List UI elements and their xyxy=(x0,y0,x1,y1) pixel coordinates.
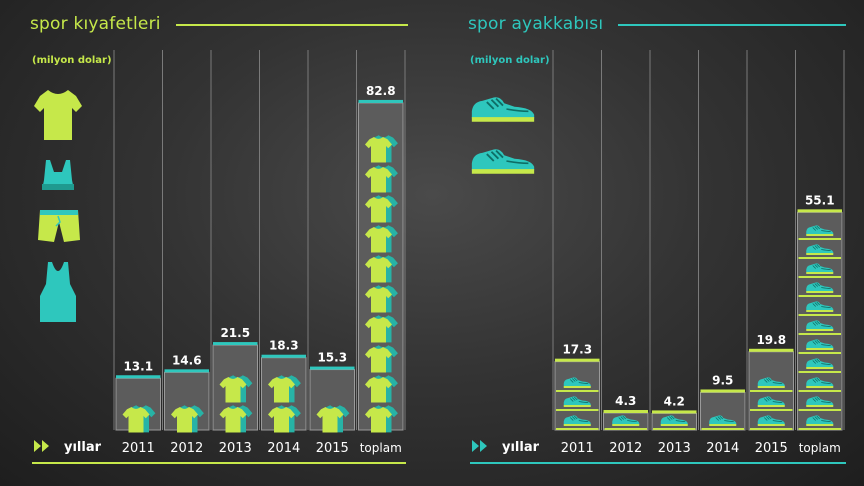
bar-2012 xyxy=(603,410,649,431)
value-label-2013: 4.2 xyxy=(664,394,685,408)
category-label-2011: 2011 xyxy=(122,441,155,456)
category-label-2013: 2013 xyxy=(658,441,691,456)
bar-2013 xyxy=(651,410,697,431)
category-label-2014: 2014 xyxy=(267,441,300,456)
bar-2015 xyxy=(309,366,355,433)
bar-toplam xyxy=(797,209,843,431)
category-label-2015: 2015 xyxy=(755,441,788,456)
value-label-2012: 14.6 xyxy=(172,353,202,367)
category-label-toplam: toplam xyxy=(360,441,402,455)
apparel-chart: 13.1 2011 14.6 2012 21.5 2013 18.3 2014 15.3 2015… xyxy=(32,50,406,464)
bar-toplam xyxy=(358,99,404,433)
value-label-2011: 17.3 xyxy=(562,343,592,357)
bar-2011 xyxy=(554,358,600,431)
category-label-2012: 2012 xyxy=(170,441,203,456)
apparel-unit-label: (milyon dolar) xyxy=(32,55,112,66)
value-label-2015: 15.3 xyxy=(317,351,347,365)
bar-2011 xyxy=(115,375,161,433)
value-label-toplam: 55.1 xyxy=(805,193,835,207)
footwear-chart: 17.3 2011 4.3 2012 4.2 2013 9.5 2014 19.8 2015 55.… xyxy=(470,50,846,464)
footwear-chart-title: spor ayakkabısı xyxy=(468,14,604,34)
category-label-toplam: toplam xyxy=(799,441,841,455)
bar-2013 xyxy=(212,342,258,433)
footwear-title-rule xyxy=(618,24,846,26)
play-arrows-icon xyxy=(34,440,49,452)
tshirt-icon xyxy=(34,90,82,140)
category-label-2012: 2012 xyxy=(609,441,642,456)
category-label-2015: 2015 xyxy=(316,441,349,456)
bar-2015 xyxy=(748,348,794,431)
value-label-2015: 19.8 xyxy=(756,333,786,347)
sports-bra-icon xyxy=(42,160,74,190)
play-arrows-icon xyxy=(472,440,487,452)
apparel-chart-title: spor kıyafetleri xyxy=(30,14,161,34)
sneaker-icon xyxy=(470,96,536,123)
bar-2014 xyxy=(261,354,307,433)
tank-top-icon xyxy=(40,262,76,322)
value-label-2011: 13.1 xyxy=(123,359,153,373)
sneaker-icon xyxy=(470,148,536,175)
value-label-2014: 9.5 xyxy=(712,373,733,387)
bar-2012 xyxy=(164,369,210,433)
apparel-title-rule xyxy=(176,24,408,26)
value-label-2012: 4.3 xyxy=(615,394,636,408)
value-label-toplam: 82.8 xyxy=(366,84,396,98)
footwear-unit-label: (milyon dolar) xyxy=(470,55,550,66)
value-label-2013: 21.5 xyxy=(220,326,250,340)
bar-2014 xyxy=(700,389,746,431)
category-label-2014: 2014 xyxy=(706,441,739,456)
years-axis-label: yıllar xyxy=(502,440,540,455)
value-label-2014: 18.3 xyxy=(269,339,299,353)
category-label-2011: 2011 xyxy=(561,441,594,456)
years-axis-label: yıllar xyxy=(64,440,102,455)
category-label-2013: 2013 xyxy=(219,441,252,456)
shorts-icon xyxy=(38,210,80,242)
